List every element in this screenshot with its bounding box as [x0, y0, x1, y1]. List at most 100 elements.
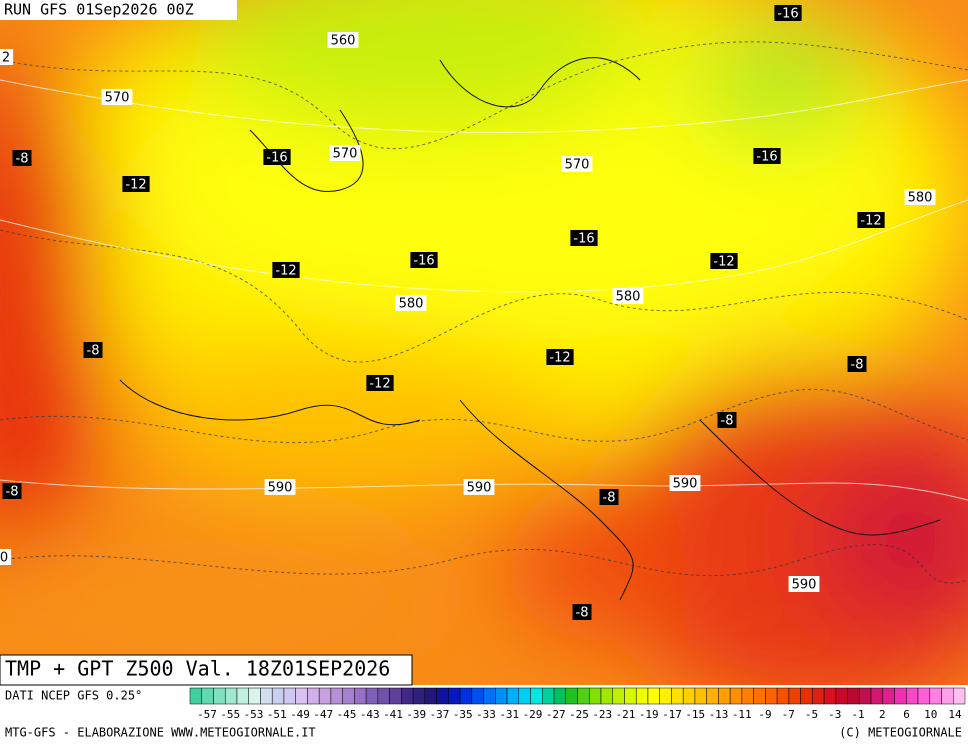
colorbar-swatch: [941, 687, 954, 705]
temperature-label-box: [857, 212, 885, 228]
colorbar-label: 6: [903, 708, 910, 721]
colorbar-swatch: [894, 687, 907, 705]
geopotential-label-box: [669, 475, 701, 491]
colorbar-swatch: [694, 687, 707, 705]
colorbar-swatch: [823, 687, 837, 705]
colorbar-swatch: [506, 687, 520, 705]
colorbar-swatch: [495, 687, 508, 705]
colorbar-label: -7: [782, 708, 795, 721]
colorbar-label: -21: [616, 708, 636, 721]
geopotential-label: 580: [908, 191, 933, 206]
colorbar-swatch: [330, 687, 343, 705]
colorbar-swatch: [929, 687, 942, 705]
temperature-label-box: [12, 150, 32, 166]
colorbar-swatch: [917, 687, 931, 705]
colorbar-swatch: [530, 687, 543, 705]
colorbar-label: -13: [709, 708, 729, 721]
temperature-label-group: -12: [366, 375, 394, 392]
temperature-label-group: -16: [263, 149, 291, 166]
temperature-label: -16: [573, 232, 594, 247]
colorbar-swatch: [342, 687, 355, 705]
geopotential-label-group: 580: [904, 189, 936, 206]
colorbar-swatch: [859, 687, 872, 705]
geopotential-label: 570: [565, 158, 590, 173]
colorbar-label: -47: [313, 708, 333, 721]
temperature-label-box: [546, 349, 574, 365]
geopotential-label-group: 570: [101, 89, 133, 106]
colorbar-swatch: [354, 687, 367, 705]
temperature-label: -12: [713, 255, 734, 270]
geopotential-label: 2: [2, 51, 10, 66]
temperature-label: -8: [603, 491, 616, 506]
temperature-label: -12: [275, 264, 296, 279]
geopotential-label: 590: [467, 481, 492, 496]
temperature-label-group: -8: [599, 489, 619, 506]
colorbar-label: -35: [453, 708, 473, 721]
geopotential-label-group: 570: [561, 156, 593, 173]
colorbar-label: -17: [662, 708, 682, 721]
colorbar-swatch: [377, 687, 390, 705]
colorbar-swatch: [236, 687, 249, 705]
temperature-label-group: -8: [2, 483, 22, 500]
temperature-label: -16: [266, 151, 287, 166]
colorbar-swatch: [671, 687, 684, 705]
colorbar-swatch: [307, 687, 320, 705]
geopotential-label: 570: [333, 147, 358, 162]
geopotential-label-group: 580: [395, 295, 427, 312]
temperature-label-group: -16: [570, 230, 598, 247]
colorbar-swatch: [647, 687, 660, 705]
colorbar-label: -25: [569, 708, 589, 721]
geopotential-label: 580: [399, 297, 424, 312]
colorbar-label: -29: [523, 708, 543, 721]
temperature-label-group: -12: [272, 262, 300, 279]
colorbar-swatch: [682, 687, 696, 705]
colorbar-label: 2: [879, 708, 886, 721]
colorbar-swatch: [260, 687, 273, 705]
credit-right: (C) METEOGIORNALE: [839, 726, 962, 740]
colorbar-swatch: [588, 687, 602, 705]
colorbar-swatch: [788, 687, 801, 705]
geopotential-label: 590: [268, 481, 293, 496]
colorbar-swatch: [835, 687, 848, 705]
geopotential-label-group: 560: [327, 32, 359, 49]
colorbar-swatch: [553, 687, 567, 705]
geopotential-label-group: 590: [788, 576, 820, 593]
colorbar-swatch: [706, 687, 719, 705]
colorbar-label: -51: [267, 708, 287, 721]
colorbar-swatch: [483, 687, 496, 705]
temperature-label: -12: [369, 377, 390, 392]
colorbar-swatch: [882, 687, 895, 705]
geopotential-label-group: 590: [669, 475, 701, 492]
map-title: TMP + GPT Z500 Val. 18Z01SEP2026: [5, 657, 390, 681]
geopotential-label-group: 590: [264, 479, 296, 496]
colorbar-swatch: [189, 687, 202, 705]
geopotential-label-box: [904, 189, 936, 205]
temperature-label: -12: [549, 351, 570, 366]
temperature-label-group: -12: [546, 349, 574, 366]
colorbar-label: -57: [197, 708, 217, 721]
geopotential-label-box: [463, 479, 495, 495]
geopotential-label-box: [264, 479, 296, 495]
geopotential-label: 590: [792, 578, 817, 593]
temperature-label: -8: [576, 606, 589, 621]
temperature-label-box: [570, 230, 598, 246]
colorbar-swatch: [213, 687, 226, 705]
colorbar-swatch: [624, 687, 637, 705]
colorbar-swatch: [906, 687, 919, 705]
geopotential-label-box: [0, 49, 14, 65]
colorbar-swatch: [424, 687, 437, 705]
geopotential-label-box: [788, 576, 820, 592]
temperature-label-box: [753, 148, 781, 164]
geopotential-label-group: 590: [463, 479, 495, 496]
geopotential-label-group: 2: [0, 49, 14, 66]
colorbar-label: -3: [828, 708, 841, 721]
temperature-label: -12: [125, 178, 146, 193]
geopotential-label-box: [561, 156, 593, 172]
colorbar-swatch: [659, 687, 672, 705]
colorbar-swatch: [612, 687, 625, 705]
colorbar-swatch: [542, 687, 555, 705]
colorbar-label: -1: [851, 708, 864, 721]
colorbar-swatch: [753, 687, 766, 705]
colorbar-swatch: [718, 687, 731, 705]
colorbar-label: -37: [430, 708, 450, 721]
